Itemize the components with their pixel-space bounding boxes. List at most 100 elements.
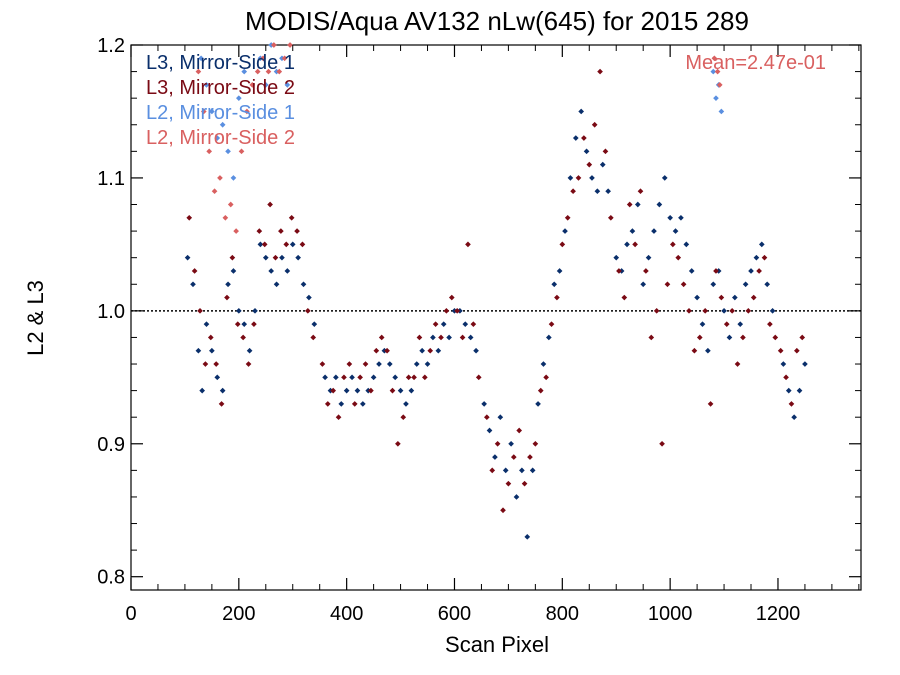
data-point bbox=[473, 347, 479, 354]
data-point bbox=[305, 308, 311, 314]
data-point bbox=[279, 254, 285, 261]
plot-frame bbox=[130, 44, 862, 591]
data-point bbox=[430, 334, 436, 341]
data-point bbox=[729, 308, 735, 314]
data-point bbox=[546, 334, 552, 341]
data-point bbox=[508, 440, 514, 447]
data-point bbox=[202, 361, 209, 367]
data-point bbox=[288, 214, 295, 221]
data-point bbox=[211, 188, 218, 195]
data-point bbox=[605, 188, 611, 195]
data-point bbox=[732, 294, 738, 301]
data-point bbox=[276, 68, 283, 75]
data-point bbox=[465, 241, 471, 248]
data-point bbox=[802, 361, 808, 367]
data-point bbox=[408, 387, 415, 394]
data-point bbox=[341, 374, 347, 381]
data-point bbox=[257, 241, 264, 248]
data-point bbox=[400, 414, 407, 421]
mean-annotation: Mean=2.47e-01 bbox=[685, 52, 826, 74]
data-point bbox=[219, 121, 226, 128]
data-point bbox=[761, 254, 768, 261]
data-point bbox=[794, 347, 800, 354]
data-point bbox=[688, 268, 695, 274]
data-point bbox=[716, 82, 723, 88]
data-point bbox=[462, 321, 469, 327]
data-point bbox=[591, 121, 598, 128]
data-point bbox=[446, 334, 452, 341]
data-point bbox=[195, 68, 202, 75]
data-point bbox=[368, 387, 374, 394]
data-point bbox=[227, 201, 234, 208]
data-point bbox=[395, 440, 401, 447]
data-point bbox=[411, 374, 417, 381]
data-point bbox=[233, 228, 239, 234]
x-tick-label: 1200 bbox=[756, 603, 801, 625]
data-point bbox=[492, 454, 498, 460]
data-point bbox=[583, 148, 590, 155]
data-point bbox=[261, 241, 268, 248]
data-point bbox=[405, 374, 412, 381]
data-point bbox=[470, 321, 477, 327]
data-point bbox=[238, 148, 245, 155]
data-point bbox=[443, 308, 450, 314]
data-point bbox=[213, 361, 220, 367]
data-point bbox=[667, 214, 673, 221]
data-point bbox=[791, 414, 797, 421]
data-point bbox=[191, 268, 198, 274]
data-point bbox=[562, 228, 568, 234]
data-point bbox=[505, 480, 512, 487]
data-point bbox=[651, 228, 657, 234]
data-point bbox=[537, 387, 544, 394]
data-point bbox=[532, 440, 539, 447]
data-point bbox=[225, 281, 231, 288]
data-point bbox=[440, 321, 447, 327]
data-point bbox=[767, 321, 773, 327]
data-point bbox=[252, 308, 258, 314]
data-point bbox=[373, 347, 380, 354]
data-point bbox=[262, 82, 269, 88]
data-point bbox=[370, 374, 377, 381]
data-point bbox=[659, 440, 665, 447]
data-point bbox=[634, 201, 641, 208]
data-point bbox=[624, 241, 630, 248]
data-point bbox=[726, 334, 733, 341]
data-point bbox=[184, 254, 191, 261]
data-point bbox=[284, 268, 291, 274]
data-point bbox=[475, 374, 482, 381]
data-point bbox=[486, 427, 493, 434]
data-point bbox=[626, 201, 633, 208]
data-point bbox=[621, 294, 628, 301]
data-point bbox=[197, 308, 203, 314]
plot-area bbox=[130, 44, 862, 591]
data-point bbox=[349, 374, 355, 381]
data-point bbox=[608, 214, 614, 221]
data-point bbox=[360, 401, 366, 407]
data-point bbox=[783, 374, 789, 381]
data-point bbox=[672, 228, 679, 234]
data-point bbox=[753, 254, 760, 261]
x-tick-label: 0 bbox=[125, 603, 136, 625]
chart-title: MODIS/Aqua AV132 nLw(645) for 2015 289 bbox=[245, 6, 749, 36]
x-tick-label: 200 bbox=[222, 603, 255, 625]
data-point bbox=[742, 281, 749, 288]
data-point bbox=[245, 361, 252, 367]
y-tick-label: 0.9 bbox=[97, 434, 125, 456]
data-point bbox=[376, 361, 382, 367]
data-point bbox=[594, 188, 601, 195]
data-point bbox=[516, 427, 523, 434]
data-point bbox=[772, 334, 779, 341]
data-point bbox=[586, 161, 593, 168]
data-point bbox=[597, 68, 603, 75]
data-point bbox=[241, 68, 248, 75]
data-point bbox=[543, 374, 549, 381]
data-point bbox=[696, 334, 703, 341]
data-point bbox=[575, 175, 582, 181]
data-point bbox=[702, 308, 709, 314]
data-point bbox=[200, 108, 207, 115]
data-point bbox=[234, 321, 241, 327]
x-tick-label: 600 bbox=[438, 603, 471, 625]
data-point bbox=[354, 387, 361, 394]
data-point bbox=[705, 347, 711, 354]
data-point bbox=[214, 374, 221, 381]
